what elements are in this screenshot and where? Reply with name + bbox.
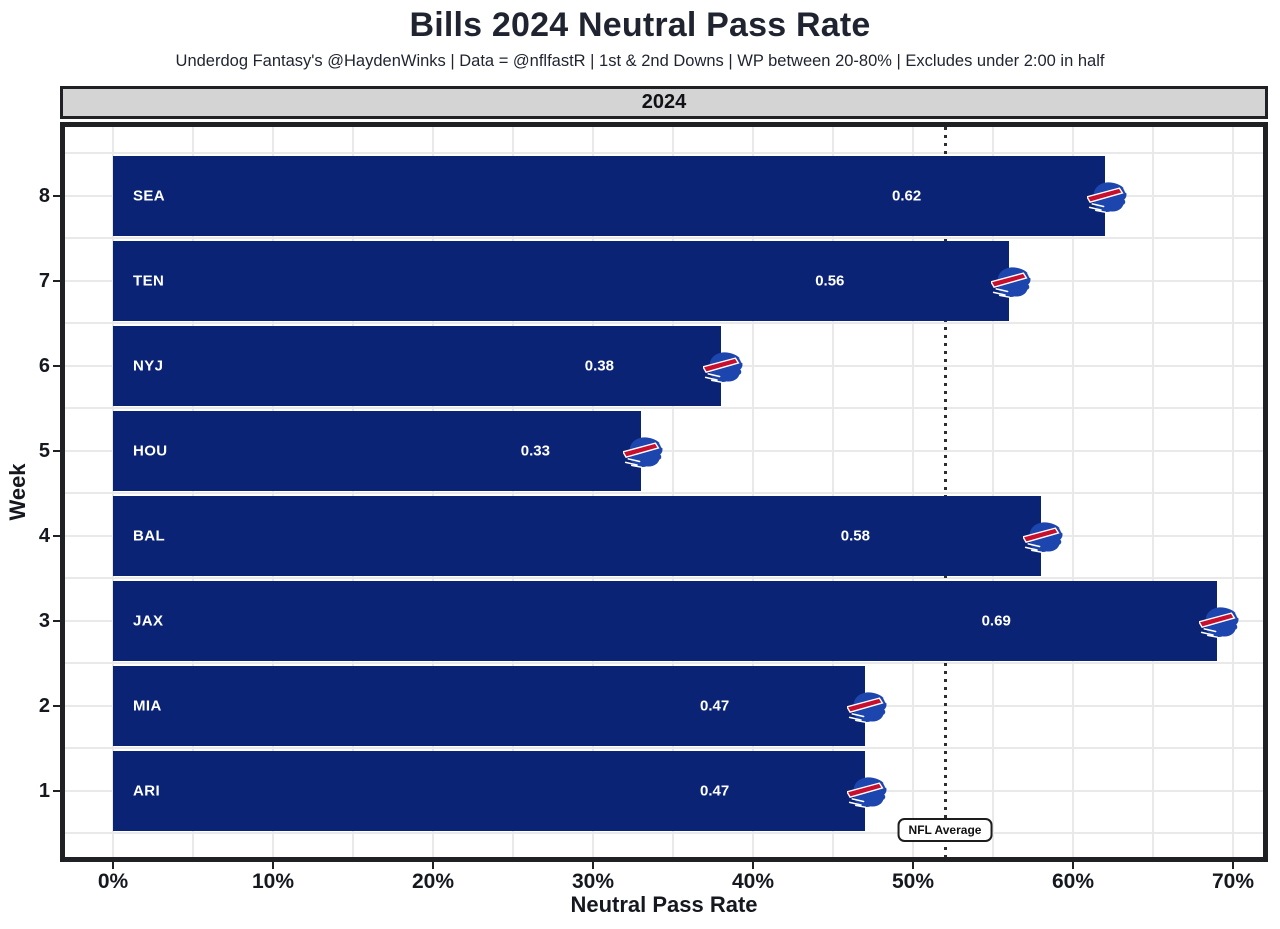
y-axis-title-text: Week [5, 463, 30, 521]
y-tick-mark [53, 364, 60, 367]
horizontal-gridline [65, 662, 1263, 664]
bar-opponent-label: NYJ [133, 357, 164, 374]
x-tick-mark [1072, 862, 1074, 869]
bar-week-1: ARI 0.47 [113, 750, 889, 831]
facet-strip-label: 2024 [641, 91, 687, 113]
bar-week-8: SEA 0.62 [113, 155, 1129, 236]
x-tick-mark [1232, 862, 1234, 869]
bar-value-label: 0.47 [699, 782, 730, 799]
page-title: Bills 2024 Neutral Pass Rate [409, 6, 871, 44]
y-tick-mark [53, 619, 60, 622]
y-tick-mark [53, 449, 60, 452]
bills-buffalo-logo-icon [991, 266, 1033, 298]
bar-opponent-label: MIA [133, 697, 162, 714]
x-tick-label: 0% [97, 870, 129, 893]
x-tick-mark [592, 862, 594, 869]
bar-value-label: 0.33 [520, 442, 550, 459]
bills-buffalo-logo-icon [847, 691, 889, 723]
plot-panel: NFL Average SEA 0.62 TEN 0.56 NYJ 0.38 HOU 0.33… [60, 122, 1268, 862]
horizontal-gridline [65, 747, 1263, 749]
y-tick-mark [53, 534, 60, 537]
horizontal-gridline [65, 237, 1263, 239]
facet-strip: 2024 [60, 86, 1268, 119]
bar-opponent-label: ARI [133, 782, 161, 799]
x-tick-label: 30% [571, 870, 615, 893]
plot-area: NFL Average SEA 0.62 TEN 0.56 NYJ 0.38 HOU 0.33… [65, 127, 1263, 857]
y-tick-label: 8 [38, 184, 50, 207]
bills-buffalo-logo-icon [623, 436, 665, 468]
y-tick-label: 3 [38, 609, 50, 632]
bills-buffalo-logo-icon [703, 351, 745, 383]
nfl-average-label: NFL Average [897, 818, 993, 842]
bar-week-3: JAX 0.69 [113, 580, 1241, 661]
bar-value-label: 0.56 [815, 272, 845, 289]
bar-value-label: 0.47 [699, 697, 730, 714]
bar-week-5: HOU 0.33 [113, 410, 665, 491]
y-tick-label: 5 [38, 439, 50, 462]
page-subtitle: Underdog Fantasy's @HaydenWinks | Data =… [175, 52, 1105, 70]
bar-week-6: NYJ 0.38 [113, 325, 745, 406]
horizontal-gridline [65, 322, 1263, 324]
x-axis-title: Neutral Pass Rate [570, 892, 758, 917]
bar-opponent-label: TEN [133, 272, 165, 289]
bar-opponent-label: HOU [133, 442, 168, 459]
bar-opponent-label: SEA [133, 187, 166, 204]
y-tick-label: 1 [38, 779, 50, 802]
y-tick-mark [53, 194, 60, 197]
bills-buffalo-logo-icon [847, 776, 889, 808]
horizontal-gridline [65, 577, 1263, 579]
x-tick-mark [112, 862, 114, 869]
y-tick-mark [53, 789, 60, 792]
bar-value-label: 0.38 [584, 357, 614, 374]
y-tick-mark [53, 704, 60, 707]
bar-week-7: TEN 0.56 [113, 240, 1033, 321]
bar-opponent-label: JAX [133, 612, 164, 629]
x-tick-label: 60% [1051, 870, 1095, 893]
bar-value-label: 0.69 [981, 612, 1011, 629]
y-tick-label: 6 [38, 354, 50, 377]
x-tick-mark [752, 862, 754, 869]
x-tick-label: 70% [1211, 870, 1255, 893]
x-tick-mark [272, 862, 274, 869]
x-tick-label: 40% [731, 870, 775, 893]
y-tick-label: 4 [38, 524, 50, 547]
x-tick-label: 50% [891, 870, 935, 893]
bills-buffalo-logo-icon [1199, 606, 1241, 638]
bills-buffalo-logo-icon [1023, 521, 1065, 553]
horizontal-gridline [65, 407, 1263, 409]
y-tick-label: 2 [38, 694, 50, 717]
y-tick-label: 7 [38, 269, 50, 292]
bar-value-label: 0.62 [891, 187, 922, 204]
horizontal-gridline [65, 152, 1263, 154]
bar-week-4: BAL 0.58 [113, 495, 1065, 576]
horizontal-gridline [65, 492, 1263, 494]
bar-opponent-label: BAL [133, 527, 166, 544]
bills-buffalo-logo-icon [1087, 181, 1129, 213]
horizontal-gridline [65, 449, 1263, 452]
nfl-average-line [943, 127, 947, 857]
horizontal-gridline [65, 832, 1263, 834]
x-tick-label: 20% [411, 870, 455, 893]
x-tick-mark [912, 862, 914, 869]
x-tick-label: 10% [251, 870, 295, 893]
y-tick-mark [53, 279, 60, 282]
x-tick-mark [432, 862, 434, 869]
bar-week-2: MIA 0.47 [113, 665, 889, 746]
bar-value-label: 0.58 [840, 527, 870, 544]
